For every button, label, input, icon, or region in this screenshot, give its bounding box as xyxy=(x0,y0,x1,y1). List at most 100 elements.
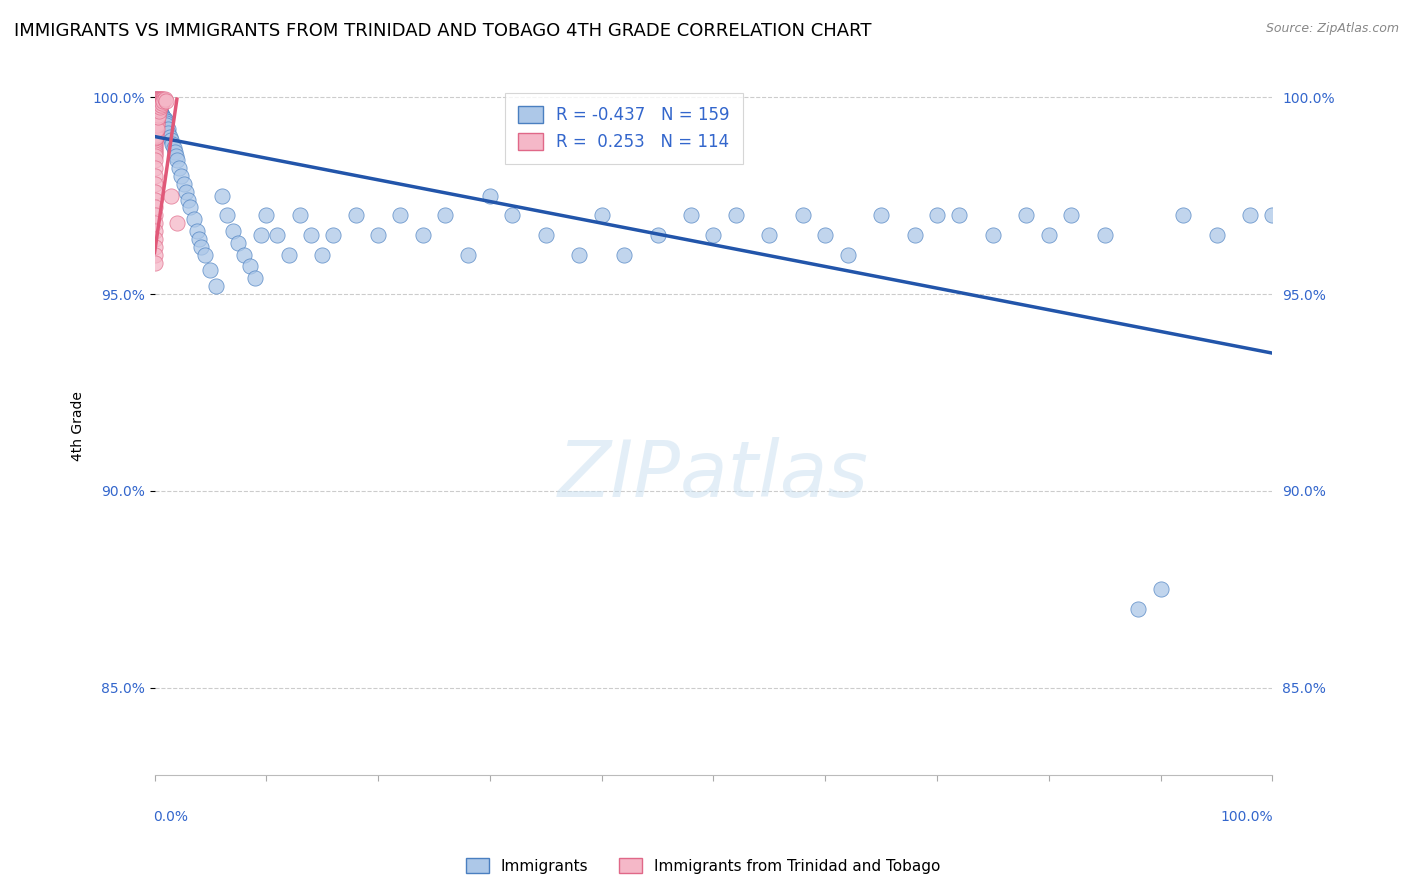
Point xyxy=(149,108,172,122)
Point xyxy=(148,98,170,112)
Point xyxy=(170,169,193,183)
Point xyxy=(150,112,173,126)
Point xyxy=(143,129,166,144)
Point xyxy=(143,103,166,118)
Point xyxy=(145,118,167,132)
Point xyxy=(145,94,167,108)
Point xyxy=(145,116,167,130)
Point xyxy=(150,106,173,120)
Point xyxy=(143,185,166,199)
Point xyxy=(150,110,173,124)
Point xyxy=(143,193,166,207)
Point xyxy=(145,96,167,111)
Point xyxy=(143,131,166,145)
Point xyxy=(146,102,169,116)
Point xyxy=(146,96,169,111)
Point xyxy=(1149,582,1171,597)
Point xyxy=(758,227,780,242)
Point xyxy=(228,235,250,250)
Point xyxy=(145,106,167,120)
Point xyxy=(145,108,167,122)
Point xyxy=(148,103,170,118)
Point xyxy=(143,98,166,112)
Point xyxy=(148,103,170,118)
Point xyxy=(814,227,837,242)
Point xyxy=(148,112,170,126)
Point xyxy=(146,103,169,118)
Point xyxy=(143,102,166,116)
Point xyxy=(145,106,167,120)
Point xyxy=(150,94,173,108)
Text: 0.0%: 0.0% xyxy=(153,810,188,824)
Point xyxy=(173,177,195,191)
Point xyxy=(149,94,172,108)
Point xyxy=(145,102,167,116)
Point xyxy=(145,106,167,120)
Point xyxy=(205,279,228,293)
Point xyxy=(145,102,167,116)
Point xyxy=(143,232,166,246)
Point xyxy=(146,108,169,122)
Point xyxy=(870,208,893,222)
Point xyxy=(145,112,167,126)
Text: IMMIGRANTS VS IMMIGRANTS FROM TRINIDAD AND TOBAGO 4TH GRADE CORRELATION CHART: IMMIGRANTS VS IMMIGRANTS FROM TRINIDAD A… xyxy=(14,22,872,40)
Point xyxy=(143,92,166,106)
Y-axis label: 4th Grade: 4th Grade xyxy=(72,391,86,461)
Point xyxy=(143,224,166,238)
Point xyxy=(925,208,948,222)
Point xyxy=(179,201,201,215)
Point xyxy=(156,126,179,140)
Point xyxy=(145,129,167,144)
Point xyxy=(155,113,177,128)
Legend: R = -0.437   N = 159, R =  0.253   N = 114: R = -0.437 N = 159, R = 0.253 N = 114 xyxy=(505,93,744,164)
Point xyxy=(143,153,166,168)
Point xyxy=(143,208,166,222)
Point xyxy=(478,188,501,202)
Point xyxy=(145,123,167,137)
Point xyxy=(148,100,170,114)
Point xyxy=(148,94,170,108)
Point xyxy=(146,98,169,112)
Point xyxy=(143,118,166,132)
Point xyxy=(145,110,167,124)
Point xyxy=(143,100,166,114)
Point xyxy=(145,98,167,112)
Point xyxy=(1171,208,1194,222)
Point xyxy=(143,149,166,163)
Point xyxy=(143,112,166,126)
Point xyxy=(155,118,177,132)
Point xyxy=(152,118,174,132)
Point xyxy=(146,106,169,120)
Point xyxy=(145,100,167,114)
Point xyxy=(145,100,167,114)
Point xyxy=(146,110,169,124)
Point xyxy=(591,208,613,222)
Point xyxy=(613,248,636,262)
Point xyxy=(143,137,166,152)
Point xyxy=(904,227,927,242)
Point xyxy=(152,92,174,106)
Point xyxy=(146,100,169,114)
Text: Source: ZipAtlas.com: Source: ZipAtlas.com xyxy=(1265,22,1399,36)
Point xyxy=(194,248,217,262)
Point xyxy=(145,100,167,114)
Point xyxy=(217,208,239,222)
Point xyxy=(143,147,166,161)
Point xyxy=(146,103,169,118)
Point xyxy=(143,240,166,254)
Point xyxy=(145,98,167,112)
Point xyxy=(146,110,169,124)
Point xyxy=(149,110,172,124)
Point xyxy=(146,106,169,120)
Point xyxy=(143,94,166,108)
Point xyxy=(150,94,173,108)
Point xyxy=(152,94,174,108)
Point xyxy=(1060,208,1083,222)
Point xyxy=(150,118,173,132)
Point xyxy=(149,100,172,114)
Point xyxy=(149,103,172,118)
Point xyxy=(145,106,167,120)
Point xyxy=(143,118,166,132)
Point xyxy=(143,126,166,140)
Point xyxy=(143,103,166,118)
